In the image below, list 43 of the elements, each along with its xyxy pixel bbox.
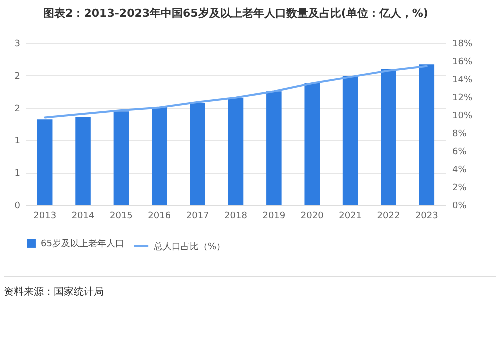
legend-label: 65岁及以上老年人口 [41,238,124,250]
y-tick-label: 2 [14,72,20,82]
bar [114,112,130,205]
bar [76,116,91,205]
y2-tick-label: 10% [452,112,473,122]
y-tick-label: 0 [14,202,21,212]
bar [419,64,435,205]
y2-tick-label: 14% [452,76,473,86]
x-tick-label: 2018 [224,212,248,222]
y2-tick-label: 16% [452,58,473,68]
y-tick-label: 2 [14,104,20,114]
x-tick-label: 2020 [300,212,324,222]
bar [37,120,53,205]
bar [266,92,282,205]
x-tick-label: 2022 [377,212,400,222]
bar [152,107,168,205]
legend-label: 总人口占比（%） [153,242,226,252]
bar [190,102,206,205]
x-tick-label: 2019 [262,212,286,222]
x-tick-label: 2016 [148,212,172,222]
x-tick-label: 2013 [34,212,57,222]
y-tick-label: 3 [14,40,20,50]
bar [304,82,320,205]
y2-tick-label: 8% [452,130,468,140]
x-tick-label: 2021 [339,212,362,222]
bar [342,76,358,205]
y2-tick-label: 2% [452,184,468,194]
y2-tick-label: 12% [452,94,473,104]
x-tick-label: 2015 [110,212,133,222]
y-tick-label: 1 [14,136,20,147]
bar [228,98,244,205]
y-tick-label: 1 [14,169,20,180]
x-tick-label: 2023 [415,212,438,222]
bar [381,69,396,205]
y2-tick-label: 6% [452,148,468,158]
x-tick-label: 2017 [186,212,210,222]
chart-title: 图表2：2013-2023年中国65岁及以上老年人口数量及占比(单位：亿人，%) [44,7,428,20]
text: 资料来源：国家统计局 [4,286,105,299]
x-tick-label: 2014 [72,212,95,222]
y2-tick-label: 0% [452,202,468,212]
line-series [44,65,428,119]
y2-tick-label: 18% [452,40,473,50]
y2-tick-label: 4% [452,166,468,176]
